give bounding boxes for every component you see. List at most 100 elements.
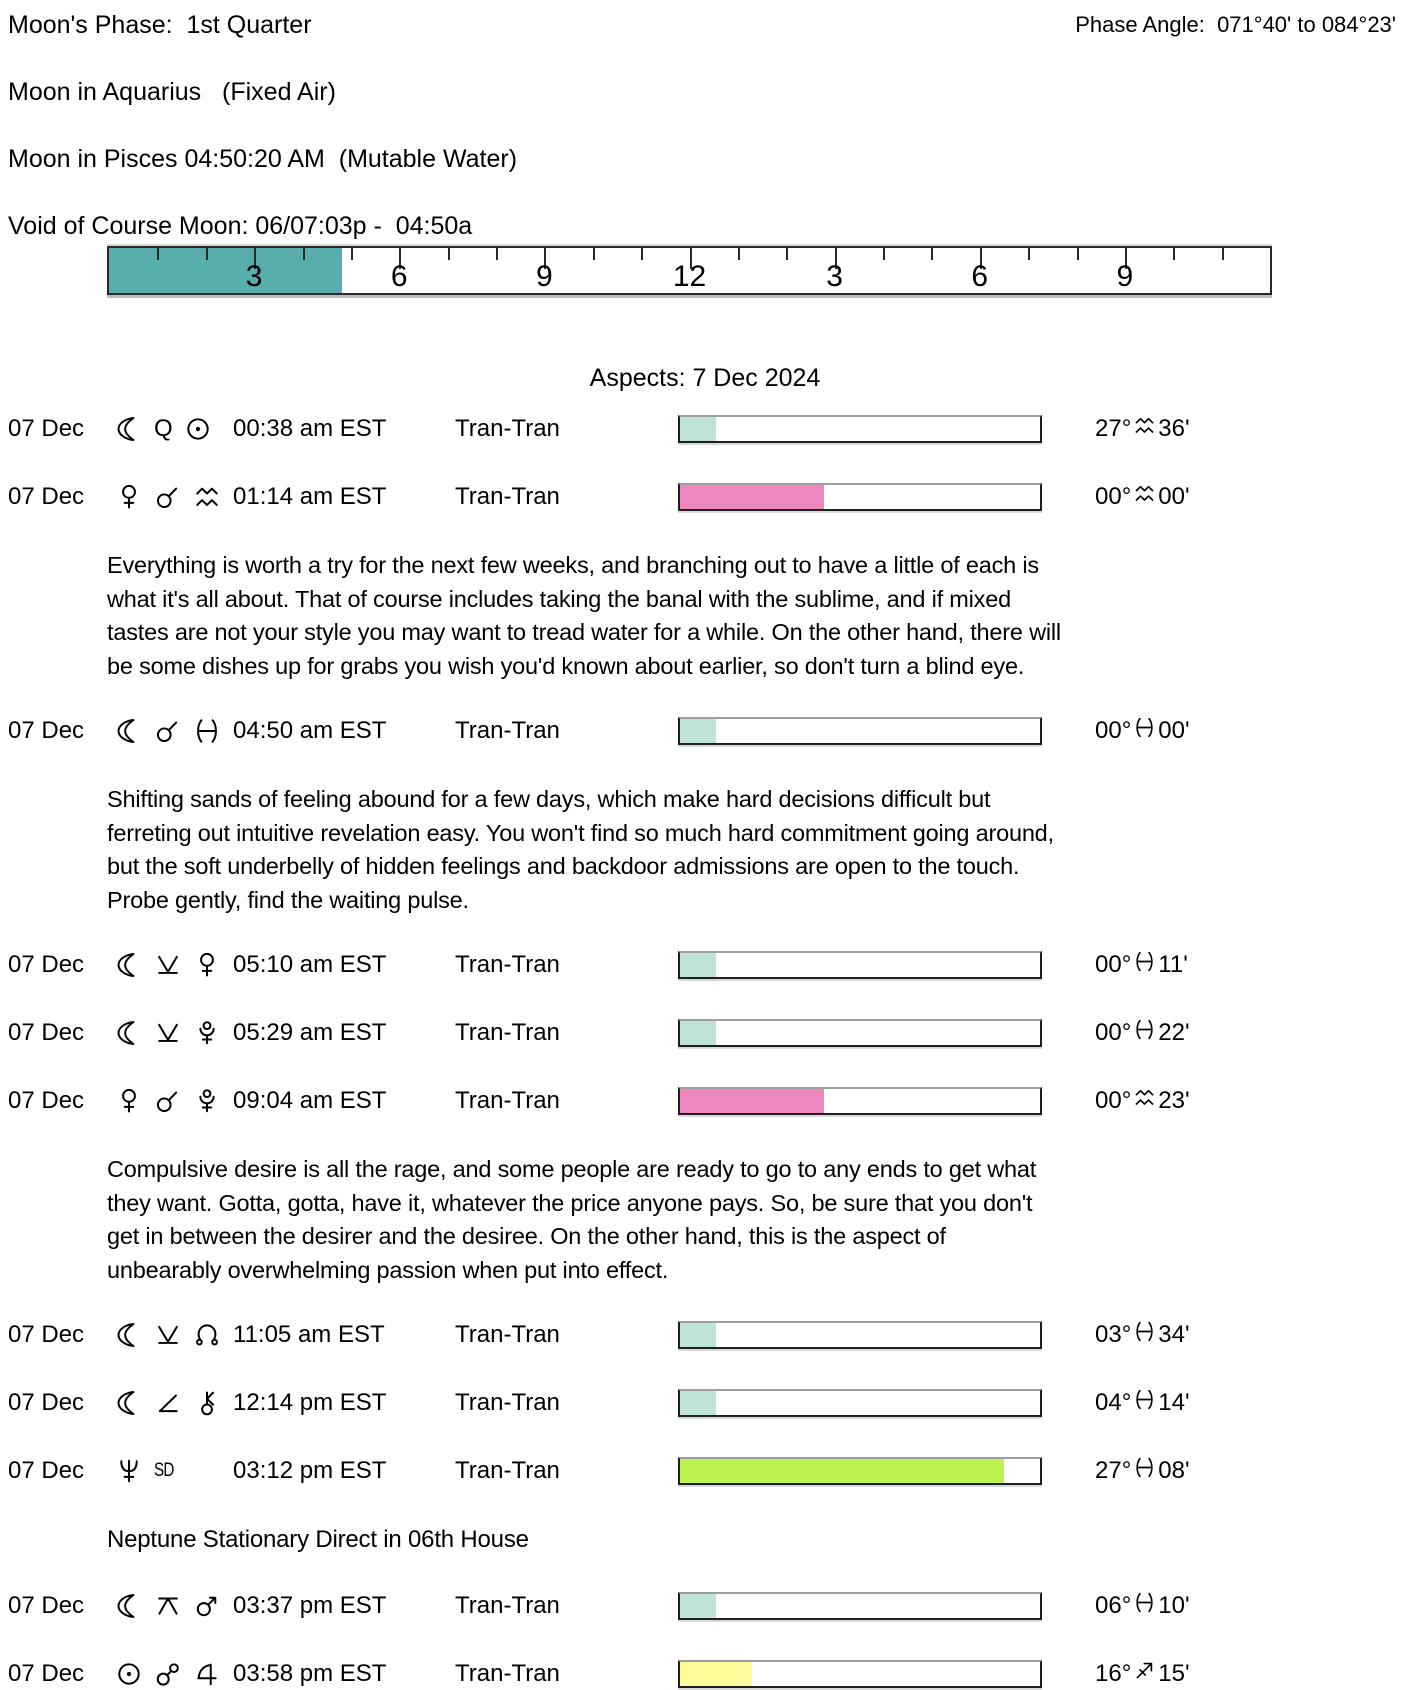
- aspect-row: 07 Dec 04:50 am EST Tran-Tran 00° 00': [8, 715, 1402, 747]
- aspect-row: 07 Dec 01:14 am EST Tran-Tran 00° 00': [8, 481, 1402, 513]
- ruler-hour-label: 6: [971, 260, 989, 293]
- aspect-row: 07 Dec 05:29 am EST Tran-Tran 00° 22': [8, 1017, 1402, 1049]
- pisces-icon: [1133, 1591, 1156, 1614]
- moon-icon: [115, 1019, 143, 1047]
- aspect-position: 16° 15': [1095, 1660, 1190, 1687]
- aspect-row: 07 Dec 03:58 pm EST Tran-Tran 16° 15': [8, 1658, 1402, 1690]
- moon-phase-line: Moon's Phase: 1st Quarter: [8, 11, 312, 39]
- neptune-icon: [115, 1457, 143, 1485]
- orb-bar-fill: [680, 417, 716, 441]
- moon-icon: [115, 951, 143, 979]
- conjunction-icon: [154, 717, 182, 745]
- pisces-icon: [1133, 1388, 1156, 1411]
- chiron-icon: [193, 1389, 221, 1417]
- aspect-row: 07 Dec 05:10 am EST Tran-Tran 00° 11': [8, 949, 1402, 981]
- aspect-position: 00° 11': [1095, 950, 1188, 978]
- aspect-position: 00° 23': [1095, 1087, 1190, 1114]
- orb-bar: [678, 1592, 1042, 1620]
- orb-bar-fill: [680, 953, 716, 977]
- ruler-hour-label: 3: [826, 260, 843, 293]
- ruler-hour-label: 12: [672, 260, 707, 293]
- aspect-type: Tran-Tran: [455, 1087, 560, 1114]
- ruler-tick: [544, 248, 547, 269]
- aspect-type: Tran-Tran: [455, 717, 560, 744]
- aspect-type: Tran-Tran: [455, 1019, 560, 1046]
- ruler-tick: [786, 248, 789, 260]
- ruler-tick: [399, 248, 402, 269]
- aspect-position: 04° 14': [1095, 1388, 1190, 1416]
- ruler-tick: [1221, 248, 1224, 260]
- aspect-symbols: [115, 1592, 233, 1620]
- orb-bar: [678, 483, 1042, 511]
- aspect-row: 07 Dec SD 03:12 pm EST Tran-Tran 27° 08': [8, 1455, 1402, 1487]
- aspect-time: 00:38 am EST: [233, 415, 387, 442]
- aspect-date: 07 Dec: [8, 1019, 85, 1046]
- mars-icon: [193, 1592, 221, 1620]
- aspect-type: Tran-Tran: [455, 1321, 560, 1348]
- aspect-row: 07 Dec 11:05 am EST Tran-Tran 03° 34': [8, 1319, 1402, 1351]
- ruler-hour-label: 9: [1116, 260, 1134, 293]
- orb-bar-fill: [680, 1459, 1004, 1483]
- north-node-icon: [193, 1321, 221, 1349]
- aspect-time: 12:14 pm EST: [233, 1389, 387, 1416]
- pisces-icon: [193, 717, 221, 745]
- venus-icon: [193, 951, 221, 979]
- orb-bar-fill: [680, 1021, 716, 1045]
- orb-bar-fill: [680, 1323, 716, 1347]
- orb-bar-fill: [680, 1391, 716, 1415]
- ruler-tick: [641, 248, 644, 260]
- aspect-symbols: SD: [115, 1457, 233, 1485]
- aspect-symbols: [115, 951, 233, 979]
- conjunction-icon: [154, 1087, 182, 1115]
- ruler-hour-label: 6: [390, 260, 408, 293]
- pisces-icon: [1133, 1456, 1156, 1479]
- quintile-icon: Q: [154, 415, 173, 442]
- aspect-date: 07 Dec: [8, 1321, 85, 1348]
- aspect-time: 09:04 am EST: [233, 1087, 387, 1114]
- aspect-symbols: Q: [115, 415, 233, 443]
- pisces-icon: [1133, 1320, 1156, 1343]
- orb-bar-fill: [680, 719, 716, 743]
- aspect-row: 07 Dec Q 00:38 am EST Tran-Tran 27° 36': [8, 413, 1402, 445]
- sun-icon: [184, 415, 212, 443]
- ruler-tick: [496, 248, 498, 260]
- aquarius-icon: [1133, 482, 1156, 505]
- void-of-course-line: Void of Course Moon: 06/07:03p - 04:50a: [8, 212, 473, 240]
- semi-square-icon: [154, 1389, 182, 1417]
- pisces-icon: [1133, 950, 1156, 973]
- aspect-symbols: [115, 1321, 233, 1349]
- ruler-tick: [302, 248, 305, 260]
- conjunction-icon: [154, 483, 182, 511]
- aspect-time: 11:05 am EST: [233, 1321, 385, 1348]
- moon-icon: [115, 1389, 143, 1417]
- ruler-tick: [1173, 248, 1176, 260]
- aspect-position: 06° 10': [1095, 1591, 1190, 1619]
- station-note: Neptune Stationary Direct in 06th House: [107, 1526, 529, 1553]
- orb-bar: [678, 1457, 1042, 1485]
- aspect-position: 00° 00': [1095, 482, 1190, 510]
- aspect-position: 00° 22': [1095, 1019, 1190, 1046]
- aspect-time: 05:10 am EST: [233, 951, 387, 978]
- aspect-position: 03° 34': [1095, 1320, 1190, 1348]
- aspect-date: 07 Dec: [8, 1660, 85, 1687]
- aspect-type: Tran-Tran: [455, 1457, 560, 1484]
- ruler-tick: [1028, 248, 1031, 260]
- quincunx-icon: [154, 1592, 182, 1620]
- orb-bar: [678, 415, 1042, 443]
- aspect-date: 07 Dec: [8, 951, 85, 978]
- semi-sextile-icon: [154, 1019, 182, 1047]
- aspect-position: 27° 08': [1095, 1456, 1190, 1484]
- ruler-tick: [157, 248, 160, 260]
- aspect-date: 07 Dec: [8, 1389, 85, 1416]
- ruler-tick: [592, 248, 595, 260]
- pluto-icon: [193, 1019, 221, 1047]
- aspect-description: Shifting sands of feeling abound for a f…: [107, 786, 1054, 913]
- moon-icon: [115, 1592, 143, 1620]
- semi-sextile-icon: [154, 1321, 182, 1349]
- aspect-date: 07 Dec: [8, 415, 85, 442]
- aspect-description: Compulsive desire is all the rage, and s…: [107, 1156, 1037, 1283]
- ruler-hour-label: 3: [245, 260, 263, 293]
- aspect-type: Tran-Tran: [455, 415, 560, 442]
- aspect-list: 07 Dec Q 00:38 am EST Tran-Tran 27° 36' 0…: [8, 413, 1402, 1690]
- sd-icon: SD: [154, 1460, 174, 1481]
